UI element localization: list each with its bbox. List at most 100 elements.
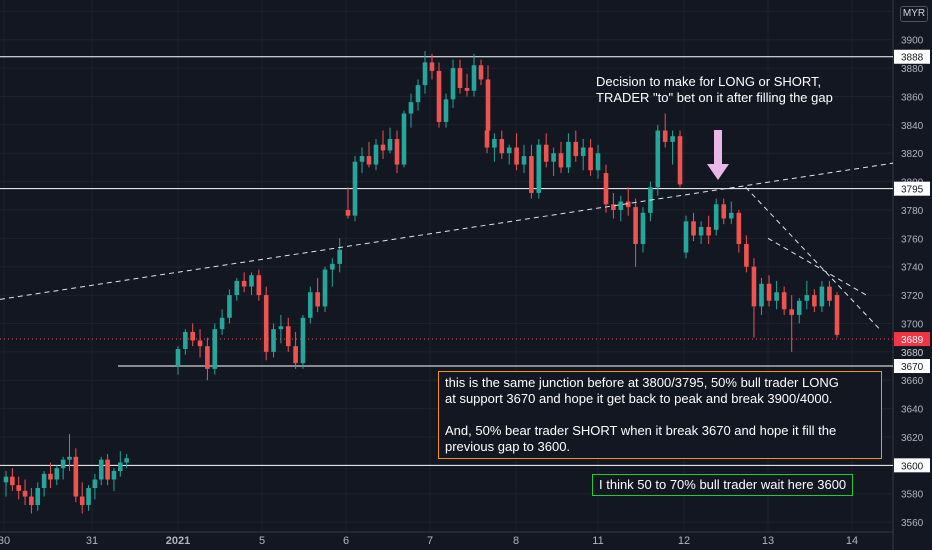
candle-body[interactable] [812,295,817,307]
candle-body[interactable] [401,113,407,165]
candle-body[interactable] [16,485,21,491]
candle-body[interactable] [662,130,668,142]
candle-body[interactable] [337,249,342,264]
candle-body[interactable] [834,295,840,335]
candle-body[interactable] [359,156,365,162]
candle-body[interactable] [492,139,497,148]
candle-body[interactable] [415,85,421,103]
candle-body[interactable] [315,292,320,307]
candle-body[interactable] [450,68,456,100]
candle-body[interactable] [485,79,491,131]
candle-body[interactable] [781,292,787,310]
candle-body[interactable] [721,204,727,219]
candle-body[interactable] [751,266,757,307]
candle-body[interactable] [205,346,210,369]
candle-body[interactable] [241,280,247,287]
candle-body[interactable] [219,317,225,330]
currency-badge[interactable]: MYR [900,6,928,22]
candle-body[interactable] [60,459,66,469]
candle-body[interactable] [633,207,638,245]
candle-body[interactable] [558,153,564,168]
candle-body[interactable] [457,68,463,88]
candle-body[interactable] [408,102,414,114]
candle-body[interactable] [804,295,810,301]
candle-body[interactable] [293,346,298,364]
candle-body[interactable] [54,468,60,480]
candle-body[interactable] [394,139,400,165]
candle-body[interactable] [79,496,85,506]
candle-body[interactable] [271,329,276,352]
candle-body[interactable] [124,458,129,463]
candle-body[interactable] [263,295,269,352]
candle-body[interactable] [86,488,91,506]
candle-body[interactable] [729,212,734,219]
candle-body[interactable] [736,212,742,245]
candle-body[interactable] [380,144,386,151]
candle-body[interactable] [373,144,379,165]
candle-body[interactable] [796,300,802,315]
candle-body[interactable] [22,490,28,497]
candle-body[interactable] [3,476,9,483]
candle-body[interactable] [506,147,512,154]
candle-body[interactable] [529,156,534,193]
candle-body[interactable] [655,130,661,188]
candle-body[interactable] [713,204,719,230]
candle-body[interactable] [566,141,571,168]
candle-body[interactable] [111,470,117,480]
candle-body[interactable] [603,173,609,205]
candle-body[interactable] [175,348,181,367]
candle-body[interactable] [436,70,442,123]
candle-body[interactable] [464,87,470,91]
candle-body[interactable] [422,62,428,86]
candle-body[interactable] [278,326,284,330]
candle-body[interactable] [774,292,779,301]
candle-body[interactable] [387,139,393,151]
candle-body[interactable] [345,209,351,216]
candle-body[interactable] [322,269,328,307]
candle-body[interactable] [819,286,825,307]
candle-body[interactable] [300,317,306,364]
candle-body[interactable] [29,496,34,506]
candle-body[interactable] [521,156,527,165]
candle-body[interactable] [484,130,490,148]
candle-body[interactable] [35,488,41,506]
candle-body[interactable] [670,136,675,142]
candle-body[interactable] [611,204,616,210]
candle-body[interactable] [827,286,832,301]
candle-body[interactable] [551,153,556,162]
candle-body[interactable] [234,280,240,296]
candle-body[interactable] [285,326,291,347]
candle-body[interactable] [471,65,477,91]
candle-body[interactable] [212,329,218,369]
candle-body[interactable] [308,292,313,318]
candle-body[interactable] [766,283,772,301]
candle-body[interactable] [41,473,47,489]
candle-body[interactable] [683,221,689,253]
candle-body[interactable] [73,456,79,497]
candle-body[interactable] [256,275,262,296]
candle-body[interactable] [10,476,15,486]
candle-body[interactable] [625,201,631,208]
candle-body[interactable] [98,459,104,480]
candle-body[interactable] [48,473,53,480]
candle-body[interactable] [478,65,484,80]
candle-body[interactable] [744,244,749,267]
candle-body[interactable] [105,459,110,480]
candle-body[interactable] [573,141,579,157]
candle-body[interactable] [618,201,624,210]
candle-body[interactable] [698,226,704,236]
candle-body[interactable] [706,226,711,236]
candle-body[interactable] [197,340,203,347]
candle-body[interactable] [92,479,98,489]
candle-body[interactable] [330,263,335,270]
candle-body[interactable] [580,147,586,157]
candle-body[interactable] [543,144,549,162]
candle-body[interactable] [366,156,372,165]
candle-body[interactable] [67,456,72,460]
candle-body[interactable] [536,144,542,193]
candle-body[interactable] [595,153,601,171]
candle-body[interactable] [677,136,683,185]
candle-body[interactable] [499,139,505,154]
candle-body[interactable] [249,275,254,287]
candle-body[interactable] [640,212,646,245]
